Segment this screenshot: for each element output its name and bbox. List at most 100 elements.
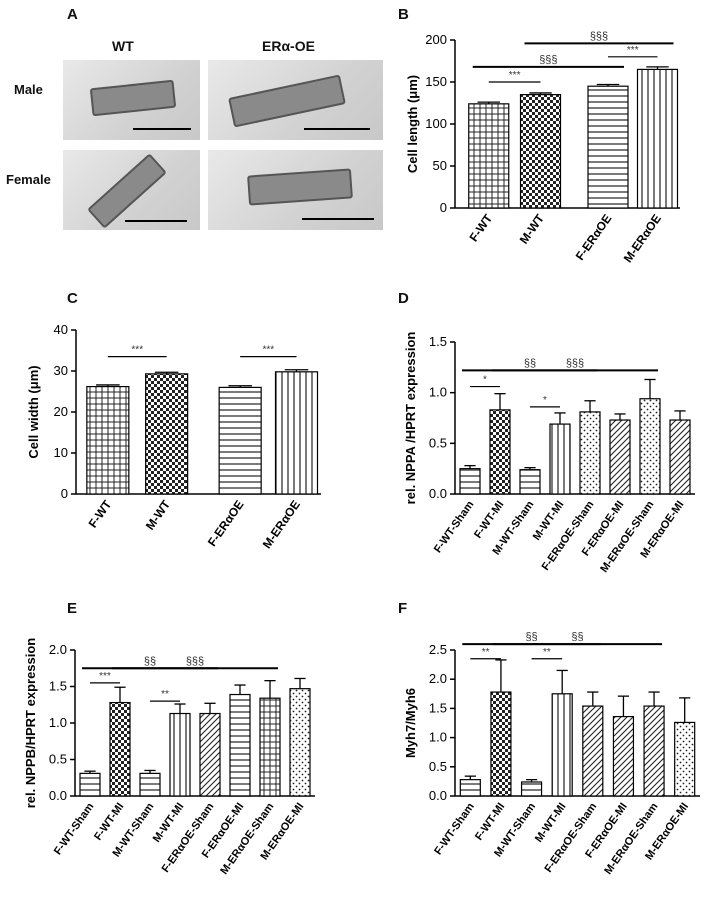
panel-label-b: B: [398, 6, 409, 23]
y-axis-label: Cell length (μm): [405, 75, 420, 173]
row-label-male: Male: [14, 82, 43, 97]
y-tick-label: 0.0: [429, 788, 447, 803]
y-axis-label: rel. NPPB/HPRT expression: [23, 638, 38, 809]
significance-marker: §§§: [186, 655, 204, 667]
x-tick-label: F-ERαOE: [205, 498, 247, 549]
significance-marker: ***: [262, 345, 274, 356]
chart-nppa-expression: 0.0 0.5 1.0 1.5 rel. NPPA /HPRT expression F-…: [403, 332, 695, 575]
bar-m-wt-sham: [520, 781, 543, 797]
y-tick-label: 0.5: [429, 435, 447, 450]
x-tick-label: M-ERαOE-Sham: [218, 801, 276, 877]
significance-marker: *: [483, 375, 487, 386]
bar-f-wt-sham: [459, 779, 481, 797]
micrograph-female-era-oe: [208, 150, 383, 230]
bar-m-wt-mi: [169, 712, 191, 797]
significance-marker: ***: [627, 45, 639, 56]
bar-f-wt-mi: [109, 701, 131, 797]
significance-marker: §§: [524, 357, 536, 369]
y-axis-label: Cell width (μm): [26, 365, 41, 458]
y-tick-label: 1.5: [49, 679, 67, 694]
significance-marker: §§: [525, 631, 537, 643]
x-tick-label: M-WT: [517, 211, 548, 246]
y-tick-label: 1.0: [49, 715, 67, 730]
x-tick-label: F-WT: [86, 497, 115, 530]
panel-label-f: F: [398, 600, 408, 617]
row-label-female: Female: [6, 172, 51, 187]
x-tick-label: F-WT: [467, 211, 496, 244]
x-tick-label: F-ERαOE: [573, 212, 615, 263]
micrograph-female-wt: [63, 150, 200, 230]
x-tick-label: F-WT-Sham: [432, 801, 477, 858]
x-tick-label: M-ERαOE: [621, 212, 664, 265]
bar-m-erαoe-mi: [674, 721, 696, 797]
bar-f-wt-sham: [79, 772, 101, 797]
y-tick-label: 0.5: [49, 752, 67, 767]
y-tick-label: 10: [54, 445, 68, 460]
bar-f-erαoe: [587, 85, 629, 209]
significance-marker: §§§: [566, 357, 584, 369]
y-tick-label: 200: [425, 32, 447, 47]
y-tick-label: 40: [54, 322, 68, 337]
bar-m-wt-sham: [139, 772, 161, 797]
bar-m-wt: [519, 93, 562, 209]
chart-cell-width: 0 10 20 30 40 Cell width (μm) F-WT M-WT F-ERαOE M…: [26, 322, 321, 551]
significance-marker: **: [161, 689, 169, 700]
y-tick-label: 20: [54, 404, 68, 419]
bar-m-erαoe: [274, 371, 319, 495]
x-tick-label: M-ERαOE: [260, 498, 303, 551]
bar-f-erαoe-mi: [612, 715, 635, 797]
column-label-era-oe: ERα-OE: [262, 38, 315, 54]
y-axis-label: Myh7/Myh6: [403, 688, 418, 758]
micrograph-male-era-oe: [208, 60, 383, 140]
x-tick-label: M-WT: [143, 497, 174, 532]
significance-marker: §§: [144, 655, 156, 667]
chart-myh7-myh6: 0.00.51.01.52.02.5Myh7/Myh6F-WT-ShamF-WT…: [403, 631, 700, 877]
bar-m-erαoe-sham: [259, 697, 281, 797]
significance-marker: §§§: [539, 54, 557, 66]
y-tick-label: 0.0: [429, 486, 447, 501]
y-tick-label: 30: [54, 363, 68, 378]
y-tick-label: 50: [433, 158, 447, 173]
bar-m-wt-mi: [549, 423, 571, 495]
x-tick-label: F-WT-Sham: [432, 499, 477, 556]
y-tick-label: 0.0: [49, 788, 67, 803]
bar-m-erαoe-sham: [643, 705, 665, 797]
bar-m-wt-mi: [551, 693, 573, 797]
y-tick-label: 1.5: [429, 700, 447, 715]
significance-marker: ***: [131, 345, 143, 356]
y-tick-label: 2.0: [429, 671, 447, 686]
bar-f-wt-sham: [459, 468, 481, 495]
bar-f-wt-mi: [490, 691, 512, 797]
y-tick-label: 1.0: [429, 385, 447, 400]
bar-m-erαoe-sham: [639, 398, 661, 495]
bar-f-erαoe-mi: [229, 693, 251, 797]
bar-f-erαoe-sham: [579, 411, 601, 495]
bar-m-erαoe-mi: [289, 688, 311, 797]
bar-f-erαoe-mi: [609, 419, 631, 495]
bar-m-erαoe: [636, 68, 679, 209]
bar-m-erαoe-mi: [669, 419, 691, 495]
bar-f-erαoe-sham: [582, 705, 604, 797]
column-label-wt: WT: [112, 38, 134, 54]
bar-f-erαoe-sham: [199, 712, 221, 797]
panel-label-a: A: [67, 6, 78, 23]
y-tick-label: 0.5: [429, 759, 447, 774]
significance-marker: §§: [571, 631, 583, 643]
bar-m-wt: [145, 373, 189, 495]
bar-f-erαoe: [218, 386, 262, 495]
y-axis-label: rel. NPPA /HPRT expression: [403, 332, 418, 505]
bar-f-wt-mi: [489, 409, 511, 495]
bar-f-wt: [86, 385, 130, 495]
panel-label-d: D: [398, 290, 409, 307]
y-tick-label: 150: [425, 74, 447, 89]
bar-f-wt: [468, 103, 510, 209]
significance-marker: **: [482, 647, 490, 658]
micrograph-male-wt: [63, 60, 200, 140]
chart-nppb-expression: 0.0 0.5 1.0 1.5 2.0 rel. NPPB/HPRT expression…: [23, 638, 315, 877]
significance-marker: ***: [509, 70, 521, 81]
y-tick-label: 2.5: [429, 642, 447, 657]
y-tick-label: 1.5: [429, 334, 447, 349]
y-tick-label: 1.0: [429, 730, 447, 745]
x-tick-label: F-WT-Sham: [52, 801, 97, 858]
panel-label-c: C: [67, 290, 78, 307]
